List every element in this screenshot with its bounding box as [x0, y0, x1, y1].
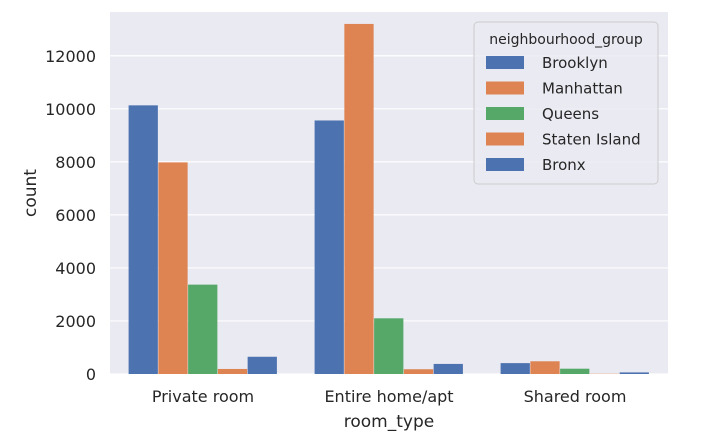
legend-swatch: [486, 158, 524, 171]
bar: [314, 120, 344, 374]
bar: [374, 318, 404, 374]
y-tick-labels: 0 2000 4000 6000 8000 10000 12000: [45, 47, 96, 384]
bar: [433, 363, 463, 374]
bars: [128, 23, 649, 374]
x-tick-label: Shared room: [524, 387, 627, 406]
bar: [530, 361, 560, 374]
legend-label: Staten Island: [542, 131, 641, 149]
legend-title: neighbourhood_group: [489, 32, 643, 48]
y-tick-label: 12000: [45, 47, 96, 66]
x-tick-label: Entire home/apt: [324, 387, 453, 406]
bar: [247, 356, 277, 374]
bar: [217, 368, 248, 374]
legend-label: Brooklyn: [542, 54, 608, 72]
x-tick-label: Private room: [152, 387, 254, 406]
legend-swatch: [486, 56, 524, 69]
y-tick-label: 6000: [55, 206, 96, 225]
y-tick-label: 2000: [55, 312, 96, 331]
legend-swatch: [486, 107, 524, 120]
bar: [619, 372, 649, 374]
bar: [560, 368, 590, 374]
bar: [188, 284, 218, 374]
legend-swatch: [486, 132, 524, 146]
y-tick-label: 0: [86, 365, 96, 384]
bar: [158, 162, 188, 374]
y-tick-label: 8000: [55, 153, 96, 172]
legend: neighbourhood_group Brooklyn Manhattan Que…: [473, 21, 659, 185]
y-axis-label: count: [21, 169, 41, 217]
bar: [403, 369, 434, 374]
legend-label: Manhattan: [542, 80, 623, 98]
x-axis-label: room_type: [344, 412, 434, 432]
legend-swatch: [486, 81, 524, 95]
x-tick-labels: Private room Entire home/apt Shared room: [152, 387, 627, 406]
legend-label: Bronx: [542, 156, 586, 174]
bar: [344, 23, 374, 374]
y-tick-label: 10000: [45, 100, 96, 119]
legend-label: Queens: [542, 105, 599, 123]
bar: [500, 363, 530, 374]
y-tick-label: 4000: [55, 259, 96, 278]
bar: [128, 105, 158, 374]
